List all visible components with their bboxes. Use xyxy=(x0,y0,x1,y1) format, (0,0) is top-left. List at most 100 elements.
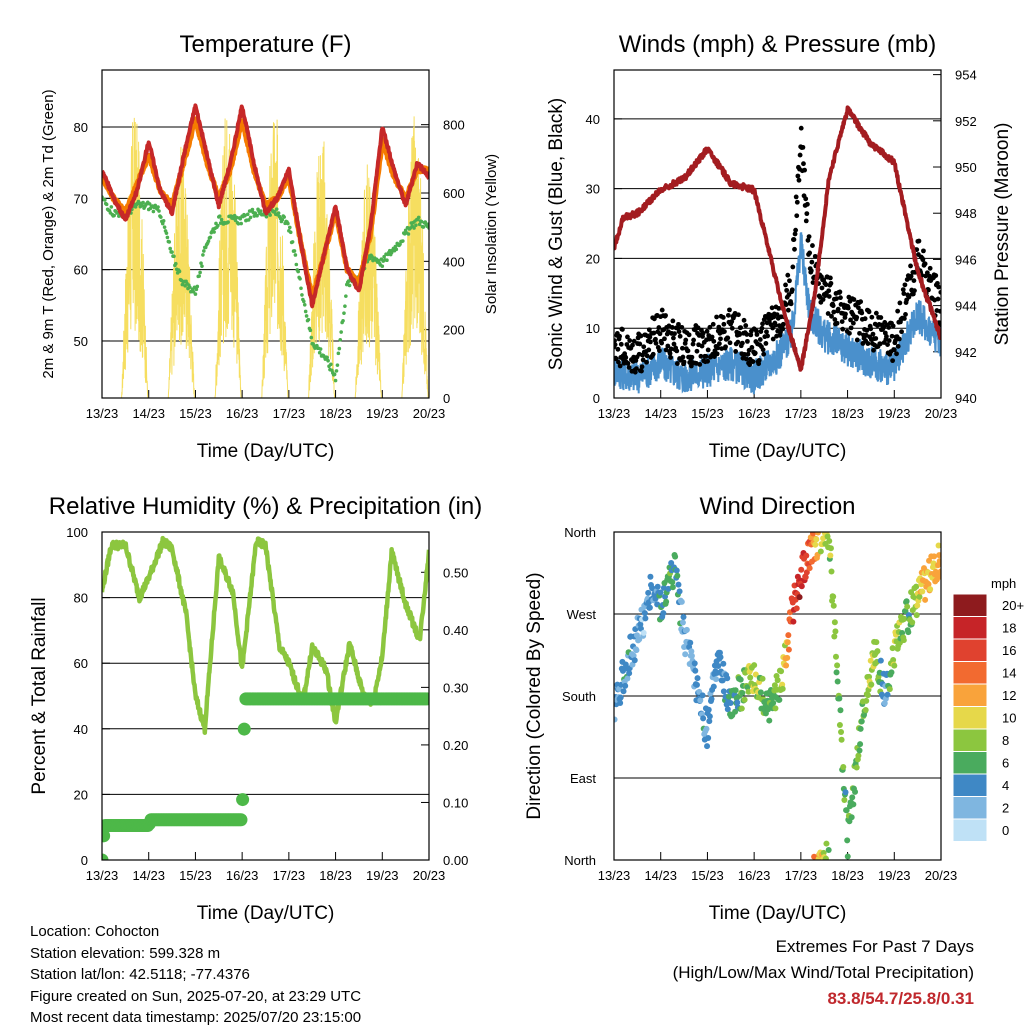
point-gust xyxy=(792,246,797,252)
point-wind-direction xyxy=(931,553,938,560)
point-dewpoint xyxy=(246,218,251,222)
point-wind-direction xyxy=(891,662,898,669)
point-gust xyxy=(830,303,836,309)
point-wind-direction xyxy=(798,583,805,590)
extremes-values: 83.8/54.7/25.8/0.31 xyxy=(827,989,974,1008)
point-gust xyxy=(794,199,800,205)
point-dewpoint xyxy=(219,217,224,222)
point-dewpoint xyxy=(286,221,290,226)
point-total-rainfall xyxy=(234,813,248,827)
point-dewpoint xyxy=(333,378,338,383)
point-dewpoint xyxy=(198,270,202,275)
point-wind-direction xyxy=(694,675,701,682)
point-wind-direction xyxy=(890,656,897,663)
point-gust xyxy=(938,289,941,295)
point-gust xyxy=(881,324,887,330)
point-dewpoint xyxy=(245,212,250,217)
point-wind-direction xyxy=(720,688,727,695)
point-wind-direction xyxy=(629,661,636,668)
point-dewpoint xyxy=(385,258,389,263)
point-wind-direction xyxy=(877,657,884,664)
plot-area xyxy=(614,105,941,395)
point-dewpoint xyxy=(159,215,163,219)
point-wind-direction xyxy=(916,593,923,600)
y-tick-label: 100 xyxy=(66,525,88,540)
point-gust xyxy=(820,297,826,302)
x-tick-label: 13/23 xyxy=(598,406,631,421)
x-tick-label: 17/23 xyxy=(273,868,306,883)
point-gust xyxy=(769,305,775,311)
y-tick-label: North xyxy=(564,853,596,868)
point-gust xyxy=(845,305,851,311)
point-dewpoint xyxy=(168,246,173,251)
point-gust xyxy=(676,329,682,335)
y-tick-label: 10 xyxy=(586,321,600,336)
point-dewpoint xyxy=(164,231,169,235)
legend-swatch xyxy=(952,661,988,685)
point-dewpoint xyxy=(394,247,399,252)
point-gust xyxy=(783,282,788,288)
point-gust xyxy=(770,336,776,342)
point-gust xyxy=(839,319,845,325)
point-gust xyxy=(864,327,870,333)
y2-tick-label: 952 xyxy=(955,114,977,129)
point-gust xyxy=(718,336,723,342)
x-tick-label: 20/23 xyxy=(925,868,958,883)
point-dewpoint xyxy=(104,202,109,207)
point-wind-direction xyxy=(717,654,724,661)
x-tick-label: 19/23 xyxy=(878,406,911,421)
point-dewpoint xyxy=(419,219,424,224)
point-gust xyxy=(638,333,644,339)
y2-tick-label: 0 xyxy=(443,391,450,406)
point-wind-direction xyxy=(645,589,652,596)
point-wind-direction xyxy=(935,542,941,549)
point-dewpoint xyxy=(338,337,343,342)
point-gust xyxy=(785,307,791,313)
point-gust xyxy=(639,364,645,370)
station-elevation: Station elevation: 599.328 m xyxy=(30,944,221,962)
point-dewpoint xyxy=(188,285,192,290)
point-wind-direction xyxy=(687,639,694,646)
point-dewpoint xyxy=(195,284,200,289)
point-gust xyxy=(787,278,792,284)
series-solar-insolation xyxy=(102,116,429,398)
point-gust xyxy=(843,311,848,317)
point-gust xyxy=(761,351,767,357)
point-wind-direction xyxy=(903,598,910,605)
point-gust xyxy=(927,265,933,271)
y-axis-label: Sonic Wind & Gust (Blue, Black) xyxy=(546,98,567,370)
point-wind-direction xyxy=(688,652,695,659)
x-tick-label: 17/23 xyxy=(273,406,306,421)
point-gust xyxy=(760,321,765,327)
point-gust xyxy=(920,257,926,263)
point-wind-direction xyxy=(614,716,618,723)
point-gust xyxy=(705,347,711,353)
point-wind-direction xyxy=(706,713,713,720)
point-dewpoint xyxy=(167,240,172,244)
point-wind-direction xyxy=(752,671,759,678)
point-gust xyxy=(774,312,780,318)
point-wind-direction xyxy=(673,567,680,574)
point-gust xyxy=(644,353,650,359)
legend-swatch xyxy=(952,751,988,775)
point-gust xyxy=(614,338,617,344)
legend-swatch xyxy=(952,638,988,662)
legend-swatch xyxy=(952,818,988,842)
point-wind-direction xyxy=(715,662,722,669)
point-dewpoint xyxy=(199,261,203,265)
point-gust xyxy=(890,323,896,329)
point-wind-direction xyxy=(811,853,818,860)
point-gust xyxy=(873,310,879,316)
point-wind-direction xyxy=(825,846,832,853)
point-wind-direction xyxy=(810,532,817,537)
point-wind-direction xyxy=(744,684,751,691)
point-gust xyxy=(801,161,806,167)
point-wind-direction xyxy=(813,536,820,543)
y2-tick-label: 0.40 xyxy=(443,623,468,638)
legend-swatch xyxy=(952,706,988,730)
point-gust xyxy=(763,341,769,346)
series-station-pressure xyxy=(614,105,941,372)
point-dewpoint xyxy=(276,211,281,215)
plot-frame xyxy=(613,69,942,399)
